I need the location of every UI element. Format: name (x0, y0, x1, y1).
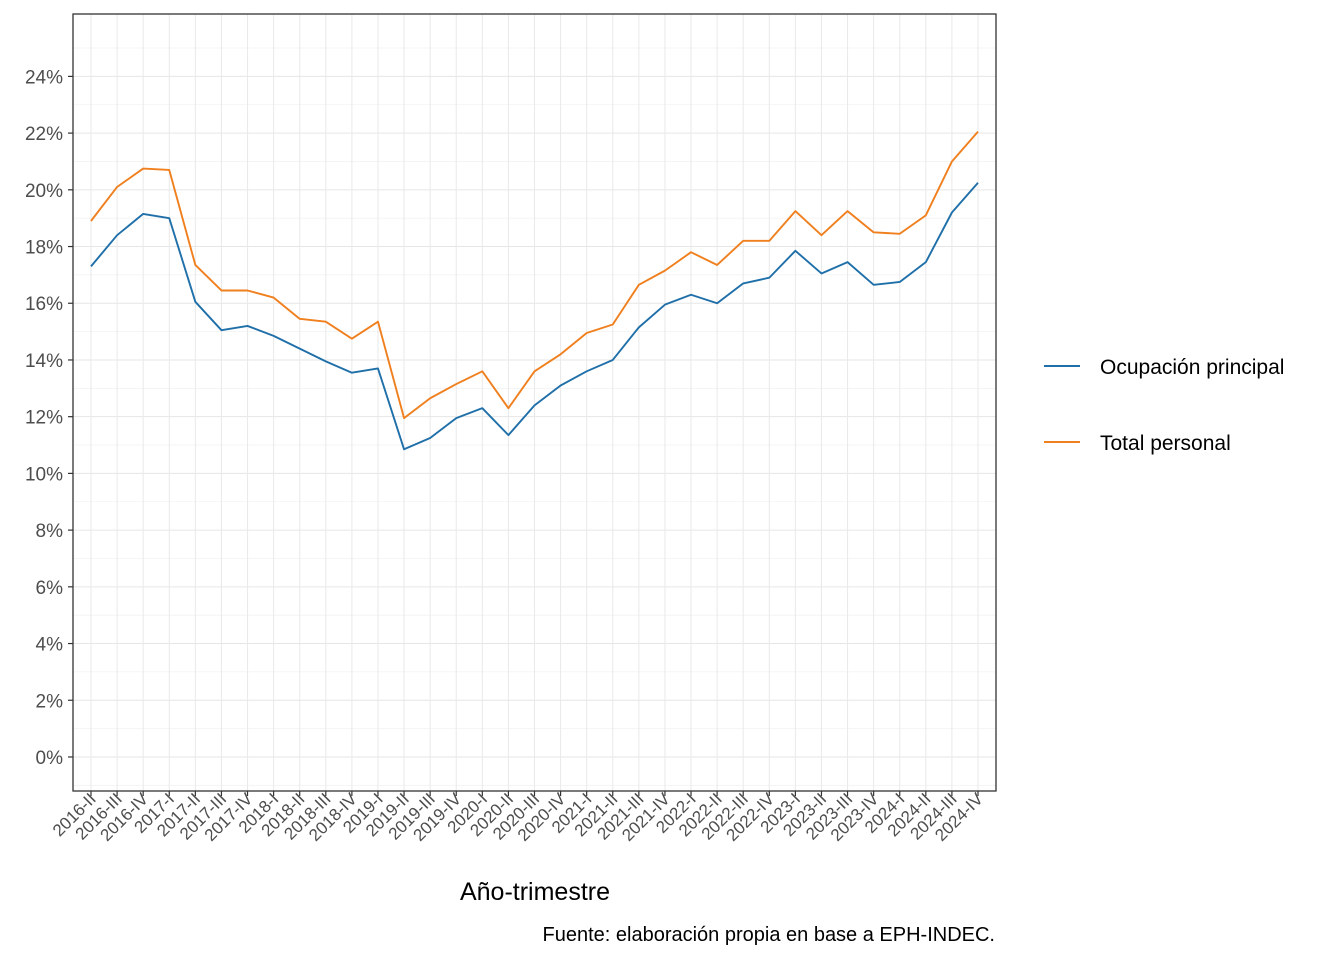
y-tick-label: 4% (36, 635, 64, 656)
y-tick-label: 18% (25, 238, 63, 259)
y-tick-label: 20% (25, 181, 63, 202)
y-tick-label: 0% (36, 748, 64, 769)
x-axis-title: Año-trimestre (460, 878, 610, 906)
y-tick-label: 14% (25, 351, 63, 372)
series-line-ocupación-principal (90, 182, 979, 451)
legend-label: Ocupación principal (1100, 356, 1284, 379)
y-tick-label: 16% (25, 294, 63, 315)
y-axis: 0% 2% 4% 6% 8% 10% 12% 14% 16% 18% 20% 22% 24% (25, 67, 73, 769)
y-tick-label: 10% (25, 464, 63, 485)
major-grid (73, 14, 996, 791)
y-tick-label: 12% (25, 408, 63, 429)
chart-caption: Fuente: elaboración propia en base a EPH… (543, 924, 995, 946)
series-layer (90, 131, 979, 451)
y-tick-label: 6% (36, 578, 64, 599)
series-line-total-personal (90, 131, 979, 420)
x-axis: 2016-II2016-III2016-IV2017-I2017-II2017-… (49, 789, 987, 845)
y-tick-label: 22% (25, 124, 63, 145)
legend: Ocupación principal Total personal (1044, 356, 1284, 455)
y-tick-label: 8% (36, 521, 64, 542)
legend-label: Total personal (1100, 432, 1231, 455)
y-tick-label: 24% (25, 67, 63, 88)
y-tick-label: 2% (36, 691, 64, 712)
